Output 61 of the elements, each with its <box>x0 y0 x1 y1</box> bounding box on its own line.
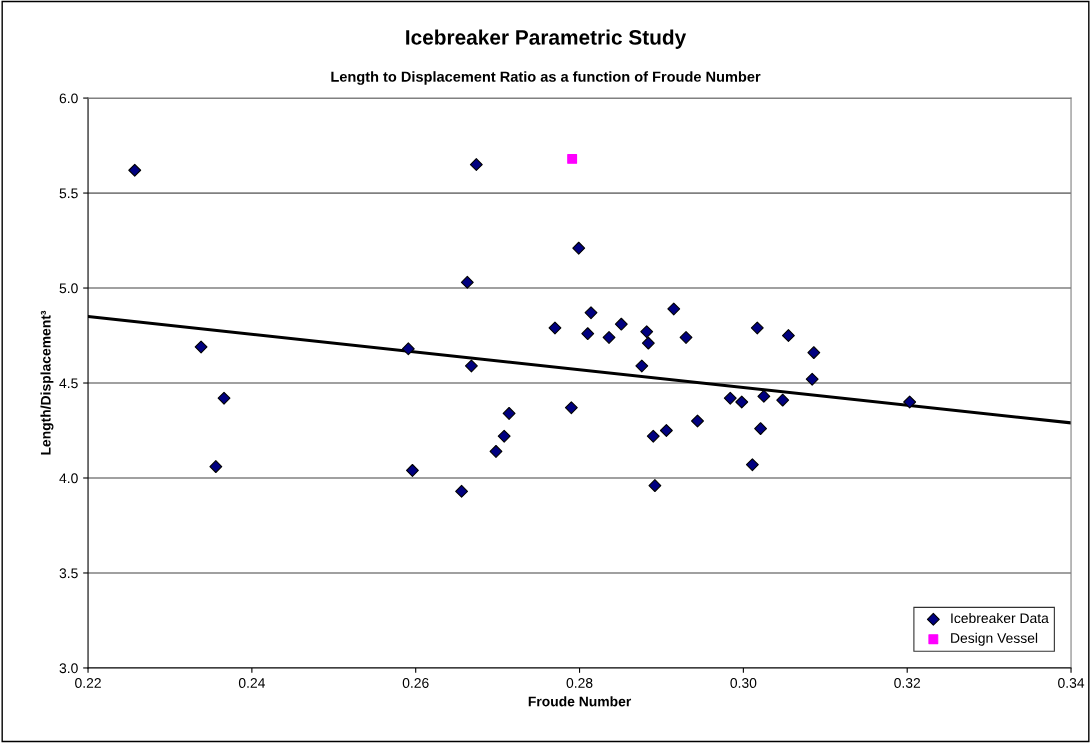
point <box>667 302 681 316</box>
point <box>745 458 759 472</box>
point <box>679 330 693 344</box>
legend-label: Icebreaker Data <box>951 612 1049 624</box>
x-tick-label: 0.32 <box>894 678 921 688</box>
x-tick-label: 0.30 <box>730 678 757 688</box>
y-axis-title: Length/Displacement³ <box>40 310 54 455</box>
point <box>455 484 469 498</box>
point <box>497 429 511 443</box>
point <box>754 422 768 436</box>
point <box>194 340 208 354</box>
x-tick-label: 0.34 <box>1058 678 1085 688</box>
point <box>723 391 737 405</box>
point <box>405 463 419 477</box>
y-tick-label: 5.5 <box>59 188 78 199</box>
point <box>469 158 483 172</box>
y-tick-label: 4.5 <box>59 378 78 389</box>
point <box>646 429 660 443</box>
point <box>581 327 595 341</box>
chart-subtitle: Length to Displacement Ratio as a function of Froude Number <box>331 71 761 85</box>
point <box>464 359 478 373</box>
point <box>691 414 704 428</box>
point <box>648 479 662 493</box>
point <box>567 153 578 164</box>
point <box>807 346 821 360</box>
x-tick-label: 0.26 <box>402 678 429 688</box>
point <box>635 359 649 373</box>
point <box>548 321 562 335</box>
y-tick-label: 5.0 <box>59 283 78 294</box>
point <box>640 325 654 339</box>
x-axis-title: Froude Number <box>528 696 632 707</box>
point <box>602 330 616 344</box>
y-tick-label: 3.5 <box>59 568 78 579</box>
point <box>641 336 655 350</box>
point <box>735 395 749 409</box>
x-tick-label: 0.28 <box>566 678 593 688</box>
y-tick-label: 3.0 <box>59 663 78 674</box>
point <box>659 424 673 437</box>
legend-label: Design Vessel <box>951 632 1038 646</box>
y-tick-label: 4.0 <box>59 473 78 484</box>
point <box>489 444 503 458</box>
x-tick-label: 0.24 <box>238 678 265 688</box>
point <box>584 306 598 320</box>
point <box>209 460 223 474</box>
x-tick-label: 0.22 <box>75 678 101 688</box>
point <box>128 163 142 177</box>
point <box>572 241 586 255</box>
point <box>750 321 764 335</box>
point <box>805 372 819 386</box>
point <box>776 393 790 407</box>
y-tick-label: 6.0 <box>59 93 78 104</box>
point <box>757 389 771 403</box>
point <box>401 342 415 356</box>
point <box>502 406 516 420</box>
chart-title: Icebreaker Parametric Study <box>406 29 687 49</box>
point <box>614 317 628 331</box>
point <box>217 391 231 405</box>
point <box>564 401 578 415</box>
point <box>781 329 795 342</box>
point <box>460 275 474 289</box>
point <box>903 395 917 409</box>
